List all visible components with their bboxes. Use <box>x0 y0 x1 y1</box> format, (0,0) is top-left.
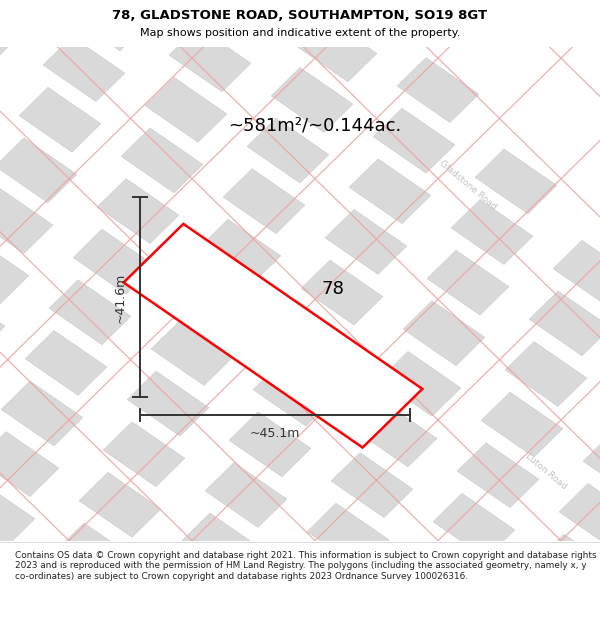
Polygon shape <box>319 0 401 31</box>
Polygon shape <box>253 361 335 426</box>
Polygon shape <box>0 533 11 598</box>
Polygon shape <box>385 594 467 625</box>
Polygon shape <box>43 37 125 101</box>
Polygon shape <box>0 432 59 496</box>
Text: Gladstone Road: Gladstone Road <box>438 159 498 211</box>
Polygon shape <box>409 544 491 609</box>
Text: 78: 78 <box>322 280 344 298</box>
Polygon shape <box>505 341 587 406</box>
Polygon shape <box>151 321 233 386</box>
Polygon shape <box>373 108 455 173</box>
Polygon shape <box>583 433 600 498</box>
Polygon shape <box>55 523 137 588</box>
Polygon shape <box>475 149 557 214</box>
Polygon shape <box>0 239 29 304</box>
Polygon shape <box>511 585 593 625</box>
Polygon shape <box>79 472 161 538</box>
Polygon shape <box>379 351 461 416</box>
Polygon shape <box>0 0 23 61</box>
Polygon shape <box>271 68 353 132</box>
Polygon shape <box>559 484 600 548</box>
Polygon shape <box>301 260 383 325</box>
Polygon shape <box>433 493 515 558</box>
Polygon shape <box>403 301 485 366</box>
Polygon shape <box>157 564 239 625</box>
Polygon shape <box>145 78 227 142</box>
Polygon shape <box>0 189 53 253</box>
Polygon shape <box>124 224 422 448</box>
Polygon shape <box>295 17 377 82</box>
Polygon shape <box>199 219 281 284</box>
Polygon shape <box>193 0 275 41</box>
Polygon shape <box>175 270 257 335</box>
Polygon shape <box>247 118 329 183</box>
Polygon shape <box>0 482 35 547</box>
Polygon shape <box>331 452 413 518</box>
Polygon shape <box>457 442 539 508</box>
Polygon shape <box>427 250 509 315</box>
Polygon shape <box>0 290 5 354</box>
Polygon shape <box>355 402 437 467</box>
Polygon shape <box>31 574 113 625</box>
Polygon shape <box>553 241 600 305</box>
Polygon shape <box>127 371 209 436</box>
Polygon shape <box>283 554 365 619</box>
Polygon shape <box>121 128 203 193</box>
Polygon shape <box>349 159 431 224</box>
Polygon shape <box>169 27 251 92</box>
Polygon shape <box>97 179 179 244</box>
Text: 78, GLADSTONE ROAD, SOUTHAMPTON, SO19 8GT: 78, GLADSTONE ROAD, SOUTHAMPTON, SO19 8G… <box>112 9 488 22</box>
Text: Map shows position and indicative extent of the property.: Map shows position and indicative extent… <box>140 28 460 38</box>
Polygon shape <box>451 199 533 264</box>
Polygon shape <box>19 88 101 152</box>
Polygon shape <box>0 0 47 10</box>
Polygon shape <box>277 311 359 376</box>
Text: ~41.6m: ~41.6m <box>114 272 127 322</box>
Polygon shape <box>529 291 600 356</box>
Polygon shape <box>535 534 600 599</box>
Text: ~581m²/~0.144ac.: ~581m²/~0.144ac. <box>228 117 401 135</box>
Polygon shape <box>0 138 77 202</box>
Text: Gladstone Road: Gladstone Road <box>312 327 372 379</box>
Polygon shape <box>229 412 311 477</box>
Polygon shape <box>259 604 341 625</box>
Polygon shape <box>73 229 155 294</box>
Polygon shape <box>481 392 563 457</box>
Polygon shape <box>181 513 263 578</box>
Polygon shape <box>7 624 89 625</box>
Polygon shape <box>1 381 83 446</box>
Text: ~45.1m: ~45.1m <box>250 427 300 440</box>
Polygon shape <box>205 462 287 528</box>
Text: Luton Road: Luton Road <box>524 452 568 491</box>
Polygon shape <box>397 58 479 122</box>
Polygon shape <box>223 169 305 234</box>
Polygon shape <box>103 422 185 487</box>
Polygon shape <box>25 331 107 395</box>
Polygon shape <box>49 280 131 345</box>
Polygon shape <box>133 614 215 625</box>
Text: Contains OS data © Crown copyright and database right 2021. This information is : Contains OS data © Crown copyright and d… <box>15 551 596 581</box>
Polygon shape <box>67 0 149 51</box>
Polygon shape <box>325 209 407 274</box>
Polygon shape <box>307 503 389 568</box>
